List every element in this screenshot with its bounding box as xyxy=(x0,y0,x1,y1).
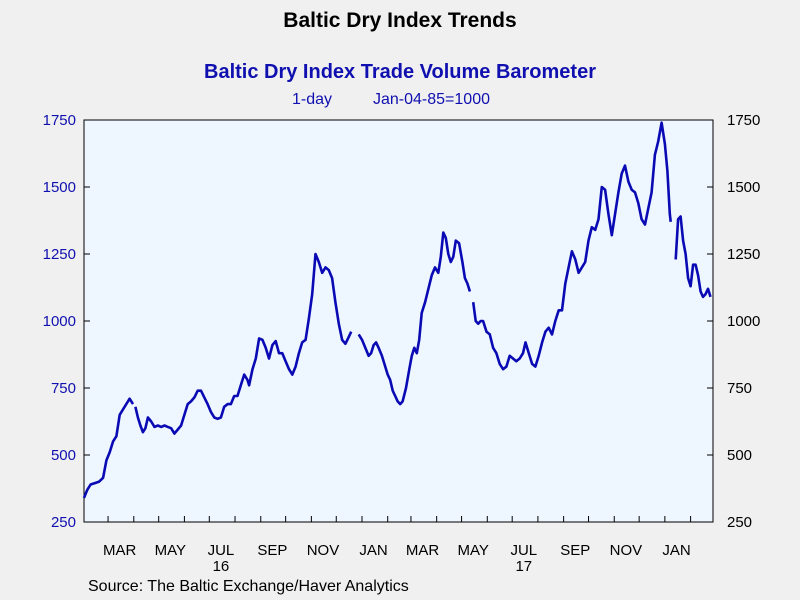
x-tick-label: NOV xyxy=(307,542,340,559)
x-tick-label: MAY xyxy=(155,542,186,559)
x-tick-label: MAR xyxy=(406,542,440,559)
series-line xyxy=(82,397,135,499)
plot-area xyxy=(83,119,714,523)
series-group xyxy=(82,121,712,499)
x-tick-label: SEP xyxy=(560,542,590,559)
x-tick-label: JAN xyxy=(359,542,387,559)
y-tick-label-right: 1750 xyxy=(727,112,760,129)
y-tick-label-left: 1000 xyxy=(43,313,76,330)
series-line xyxy=(674,215,712,299)
x-tick-label: MAR xyxy=(103,542,137,559)
y-tick-label-left: 1750 xyxy=(43,112,76,129)
chart-title: Baltic Dry Index Trends xyxy=(283,9,517,32)
y-tick-label-right: 1000 xyxy=(727,313,760,330)
y-tick-label-right: 1500 xyxy=(727,179,760,196)
y-tick-label-right: 1250 xyxy=(727,246,760,263)
source-note: Source: The Baltic Exchange/Haver Analyt… xyxy=(88,578,409,595)
x-year-label: 16 xyxy=(213,558,230,575)
base-label: Jan-04-85=1000 xyxy=(373,91,490,108)
chart-subtitle: Baltic Dry Index Trade Volume Barometer xyxy=(204,61,596,83)
y-tick-label-right: 500 xyxy=(727,447,752,464)
series-line xyxy=(357,231,472,406)
y-tick-label-left: 1250 xyxy=(43,246,76,263)
x-tick-label: NOV xyxy=(610,542,643,559)
y-tick-label-left: 500 xyxy=(51,447,76,464)
x-tick-label: SEP xyxy=(257,542,287,559)
series-line xyxy=(471,121,672,371)
y-tick-label-left: 750 xyxy=(51,380,76,397)
y-tick-label-right: 750 xyxy=(727,380,752,397)
x-year-label: 17 xyxy=(515,558,532,575)
frequency-label: 1-day xyxy=(292,91,333,108)
y-tick-label-right: 250 xyxy=(727,514,752,531)
axes: 250 250 500 500 750 750 1000 1000 1250 1250 1500 15… xyxy=(43,112,761,575)
x-tick-label: MAY xyxy=(457,542,488,559)
series-line xyxy=(134,252,353,435)
x-tick-label: JAN xyxy=(662,542,690,559)
y-tick-label-left: 250 xyxy=(51,514,76,531)
y-tick-label-left: 1500 xyxy=(43,179,76,196)
x-tick-label: JUL xyxy=(510,542,537,559)
x-tick-label: JUL xyxy=(208,542,235,559)
